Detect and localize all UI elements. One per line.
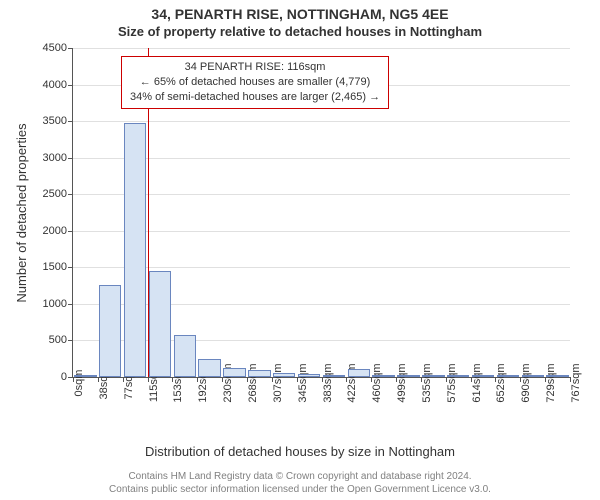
ytick-label: 1000 [43,298,67,310]
histogram-bar [248,370,270,377]
xtick-label: 535sqm [421,363,433,402]
ytick-label: 3000 [43,152,67,164]
histogram-bar [497,375,519,377]
footer-line-1: Contains HM Land Registry data © Crown c… [0,471,600,484]
histogram-bar [348,369,370,377]
histogram-bar [223,368,245,378]
histogram-bar [124,123,146,377]
xtick-label: 0sqm [73,370,85,397]
histogram-bar [522,375,544,377]
chart-title-line2: Size of property relative to detached ho… [0,24,600,39]
marker-annotation-line: ← 65% of detached houses are smaller (4,… [130,75,380,90]
histogram-bar [174,335,196,377]
xtick-label: 460sqm [371,363,383,402]
marker-annotation: 34 PENARTH RISE: 116sqm← 65% of detached… [121,56,389,109]
ytick-label: 500 [49,334,67,346]
marker-annotation-line: 34% of semi-detached houses are larger (… [130,90,380,105]
histogram-bar [422,375,444,377]
histogram-bar [198,359,220,377]
histogram-bar [74,375,96,377]
xtick-label: 383sqm [322,363,334,402]
footer-line-2: Contains public sector information licen… [0,484,600,497]
xtick-label: 345sqm [297,363,309,402]
xtick-label: 614sqm [471,363,483,402]
ytick-label: 4000 [43,79,67,91]
xtick-label: 652sqm [495,363,507,402]
xtick-label: 499sqm [396,363,408,402]
histogram-bar [397,375,419,377]
histogram-bar [149,271,171,377]
histogram-bar [298,374,320,377]
xtick-label: 767sqm [570,363,582,402]
histogram-bar [323,375,345,377]
marker-annotation-line: 34 PENARTH RISE: 116sqm [130,60,380,75]
xtick-label: 268sqm [247,363,259,402]
histogram-bar [472,375,494,377]
xtick-label: 307sqm [272,363,284,402]
ytick-label: 3500 [43,115,67,127]
histogram-bar [99,285,121,377]
ytick-label: 4500 [43,42,67,54]
x-axis-label: Distribution of detached houses by size … [0,444,600,459]
xtick-label: 690sqm [520,363,532,402]
histogram-bar [447,375,469,377]
plot-area: 0500100015002000250030003500400045000sqm… [72,48,570,378]
ytick-label: 2000 [43,225,67,237]
footer-attribution: Contains HM Land Registry data © Crown c… [0,471,600,496]
histogram-bar [372,375,394,377]
ytick-label: 0 [61,371,67,383]
histogram-bar [546,375,568,377]
ytick-label: 2500 [43,188,67,200]
histogram-bar [273,373,295,377]
xtick-label: 575sqm [446,363,458,402]
y-axis-label: Number of detached properties [14,123,29,302]
chart-container: 34, PENARTH RISE, NOTTINGHAM, NG5 4EE Si… [0,0,600,500]
chart-title-line1: 34, PENARTH RISE, NOTTINGHAM, NG5 4EE [0,6,600,22]
xtick-label: 729sqm [545,363,557,402]
ytick-label: 1500 [43,261,67,273]
